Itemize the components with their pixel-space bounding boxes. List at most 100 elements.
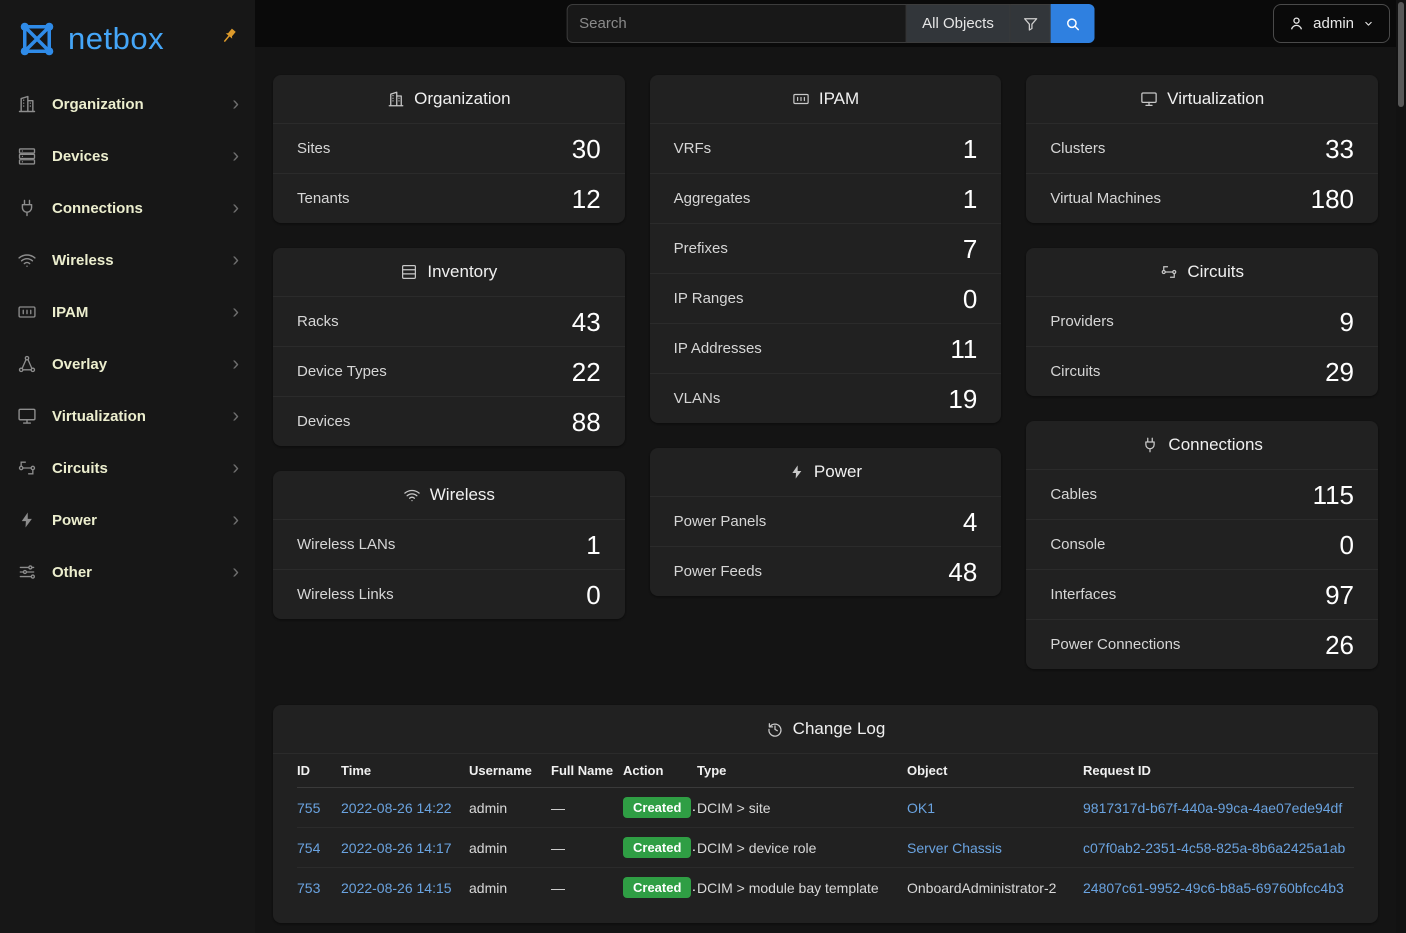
- object-type-label: All Objects: [922, 15, 994, 32]
- changelog-time-link[interactable]: 2022-08-26 14:22: [341, 799, 452, 816]
- search-submit-button[interactable]: [1050, 4, 1095, 43]
- sidebar-item-label: IPAM: [52, 303, 89, 321]
- stat-value[interactable]: 1: [962, 133, 978, 164]
- stat-value[interactable]: 88: [571, 406, 601, 437]
- sidebar-item-circuits[interactable]: Circuits ›: [0, 442, 255, 494]
- sidebar-item-organization[interactable]: Organization ›: [0, 78, 255, 130]
- stat-value[interactable]: 0: [962, 283, 978, 314]
- connections-card: Connections Cables 115 Console 0 Interfa…: [1026, 421, 1379, 669]
- changelog-username: admin: [469, 867, 551, 907]
- stat-label: Devices: [297, 413, 351, 430]
- search-group: All Objects: [566, 4, 1095, 43]
- stat-value[interactable]: 26: [1325, 629, 1355, 660]
- stat-value[interactable]: 115: [1312, 479, 1355, 510]
- chevron-right-icon: ›: [232, 249, 239, 271]
- sidebar-item-ipam[interactable]: IPAM ›: [0, 286, 255, 338]
- devices-icon: [16, 146, 38, 166]
- stat-value[interactable]: 0: [1339, 529, 1355, 560]
- sidebar-item-virtualization[interactable]: Virtualization ›: [0, 390, 255, 442]
- changelog-time-link[interactable]: 2022-08-26 14:15: [341, 879, 452, 896]
- user-menu-button[interactable]: admin: [1273, 4, 1390, 43]
- stat-value[interactable]: 30: [571, 133, 601, 164]
- search-input[interactable]: [566, 4, 907, 43]
- changelog-fullname: —: [551, 799, 565, 816]
- sidebar-item-wireless[interactable]: Wireless ›: [0, 234, 255, 286]
- sidebar-item-overlay[interactable]: Overlay ›: [0, 338, 255, 390]
- card-title: Circuits: [1026, 248, 1378, 296]
- stat-value[interactable]: 7: [962, 233, 978, 264]
- changelog-time-link[interactable]: 2022-08-26 14:17: [341, 839, 452, 856]
- stat-row: IP Addresses 11: [649, 323, 1002, 373]
- sidebar-item-label: Circuits: [52, 459, 108, 477]
- stat-value[interactable]: 0: [586, 579, 601, 610]
- stat-row: Power Feeds 48: [649, 546, 1002, 596]
- stat-row: Sites 30: [273, 123, 625, 173]
- organization-card: Organization Sites 30 Tenants 12: [273, 75, 625, 223]
- card-title-text: Connections: [1168, 435, 1263, 454]
- changelog-id-link[interactable]: 755: [297, 799, 321, 816]
- object-type-dropdown[interactable]: All Objects: [906, 4, 1011, 43]
- changelog-object-link[interactable]: Server Chassis: [907, 839, 1002, 856]
- graph-icon: [16, 354, 38, 374]
- stat-label: Wireless Links: [297, 586, 394, 603]
- stat-row: Clusters 33: [1026, 123, 1379, 173]
- stat-row: Device Types 22: [273, 346, 625, 396]
- transit-icon: [1160, 263, 1178, 281]
- transit-icon: [16, 458, 38, 478]
- stat-value[interactable]: 9: [1339, 306, 1355, 337]
- changelog-requestid-link[interactable]: 24807c61-9952-49c6-b8a5-69760bfcc4b3: [1083, 879, 1344, 896]
- bolt-icon: [16, 511, 38, 529]
- user-menu-label: admin: [1313, 15, 1354, 32]
- scrollbar-thumb[interactable]: [1398, 2, 1404, 107]
- stat-value[interactable]: 43: [571, 306, 601, 337]
- card-title-text: Change Log: [792, 719, 886, 738]
- stat-label: Providers: [1050, 313, 1114, 330]
- stat-value[interactable]: 19: [948, 383, 978, 414]
- stat-value[interactable]: 11: [950, 333, 978, 364]
- filter-button[interactable]: [1010, 4, 1051, 43]
- changelog-requestid-link[interactable]: 9817317d-b67f-440a-99ca-4ae07ede94df: [1083, 799, 1343, 816]
- changelog-object-link[interactable]: OK1: [907, 799, 936, 816]
- card-title-text: Wireless: [429, 485, 495, 504]
- changelog-id-link[interactable]: 753: [297, 879, 321, 896]
- sidebar: netbox Organization › Devices › Connecti…: [0, 0, 255, 933]
- sidebar-item-connections[interactable]: Connections ›: [0, 182, 255, 234]
- chevron-right-icon: ›: [232, 301, 239, 323]
- stat-value[interactable]: 48: [948, 556, 978, 587]
- wifi-icon: [16, 250, 38, 270]
- sidebar-item-devices[interactable]: Devices ›: [0, 130, 255, 182]
- stat-value[interactable]: 4: [962, 506, 978, 537]
- stat-value[interactable]: 180: [1310, 183, 1355, 214]
- changelog-requestid-link[interactable]: c07f0ab2-2351-4c58-825a-8b6a2425a1ab: [1083, 839, 1346, 856]
- card-title: Virtualization: [1026, 75, 1378, 123]
- stat-value[interactable]: 22: [571, 356, 601, 387]
- stat-value[interactable]: 12: [571, 183, 601, 214]
- column-header-type: Type: [697, 754, 907, 788]
- caret-down-icon: [1362, 17, 1375, 30]
- dashboard: Organization Sites 30 Tenants 12 Invento…: [255, 47, 1406, 933]
- brand[interactable]: netbox: [0, 0, 255, 74]
- sidebar-item-other[interactable]: Other ›: [0, 546, 255, 598]
- stat-row: Racks 43: [273, 296, 625, 346]
- pin-sidebar-icon[interactable]: [219, 26, 239, 46]
- changelog-card: Change Log ID Time Username Full Name Ac…: [273, 705, 1378, 923]
- bolt-icon: [789, 464, 805, 480]
- stat-label: Interfaces: [1050, 586, 1117, 603]
- stat-value[interactable]: 33: [1325, 133, 1355, 164]
- scrollbar-track[interactable]: [1396, 0, 1406, 933]
- stat-label: Circuits: [1050, 363, 1101, 380]
- changelog-username: admin: [469, 827, 551, 868]
- chevron-right-icon: ›: [232, 561, 239, 583]
- stat-value[interactable]: 29: [1325, 356, 1355, 387]
- stat-label: Console: [1050, 536, 1106, 553]
- stat-value[interactable]: 1: [962, 183, 978, 214]
- stat-value[interactable]: 1: [586, 529, 601, 560]
- sidebar-item-power[interactable]: Power ›: [0, 494, 255, 546]
- history-icon: [766, 720, 784, 738]
- sidebar-item-label: Connections: [52, 199, 143, 217]
- stat-value[interactable]: 97: [1325, 579, 1355, 610]
- stat-row: Cables 115: [1026, 469, 1379, 519]
- stat-row: Power Connections 26: [1026, 619, 1379, 669]
- changelog-id-link[interactable]: 754: [297, 839, 321, 856]
- stat-row: Aggregates 1: [649, 173, 1002, 223]
